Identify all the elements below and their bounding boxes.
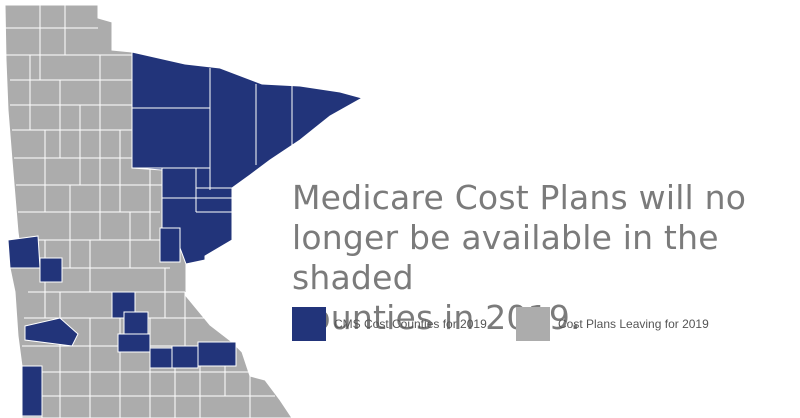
legend-item-leaving: Cost Plans Leaving for 2019 — [516, 307, 709, 341]
shaded-counties — [7, 51, 364, 417]
headline-line-2: longer be available in the shaded — [292, 218, 719, 297]
headline: Medicare Cost Plans will no longer be av… — [292, 178, 797, 338]
legend-swatch-shaded — [292, 307, 326, 341]
legend: CMS Cost Counties for 2019 Cost Plans Le… — [292, 307, 797, 343]
legend-label-cms: CMS Cost Counties for 2019 — [334, 317, 487, 331]
shaded-county-borders — [132, 68, 293, 228]
legend-label-leaving: Cost Plans Leaving for 2019 — [558, 317, 709, 331]
headline-line-1: Medicare Cost Plans will no — [292, 178, 747, 217]
legend-item-cms: CMS Cost Counties for 2019 — [292, 307, 487, 341]
county-borders — [5, 5, 275, 418]
legend-swatch-gray — [516, 307, 550, 341]
